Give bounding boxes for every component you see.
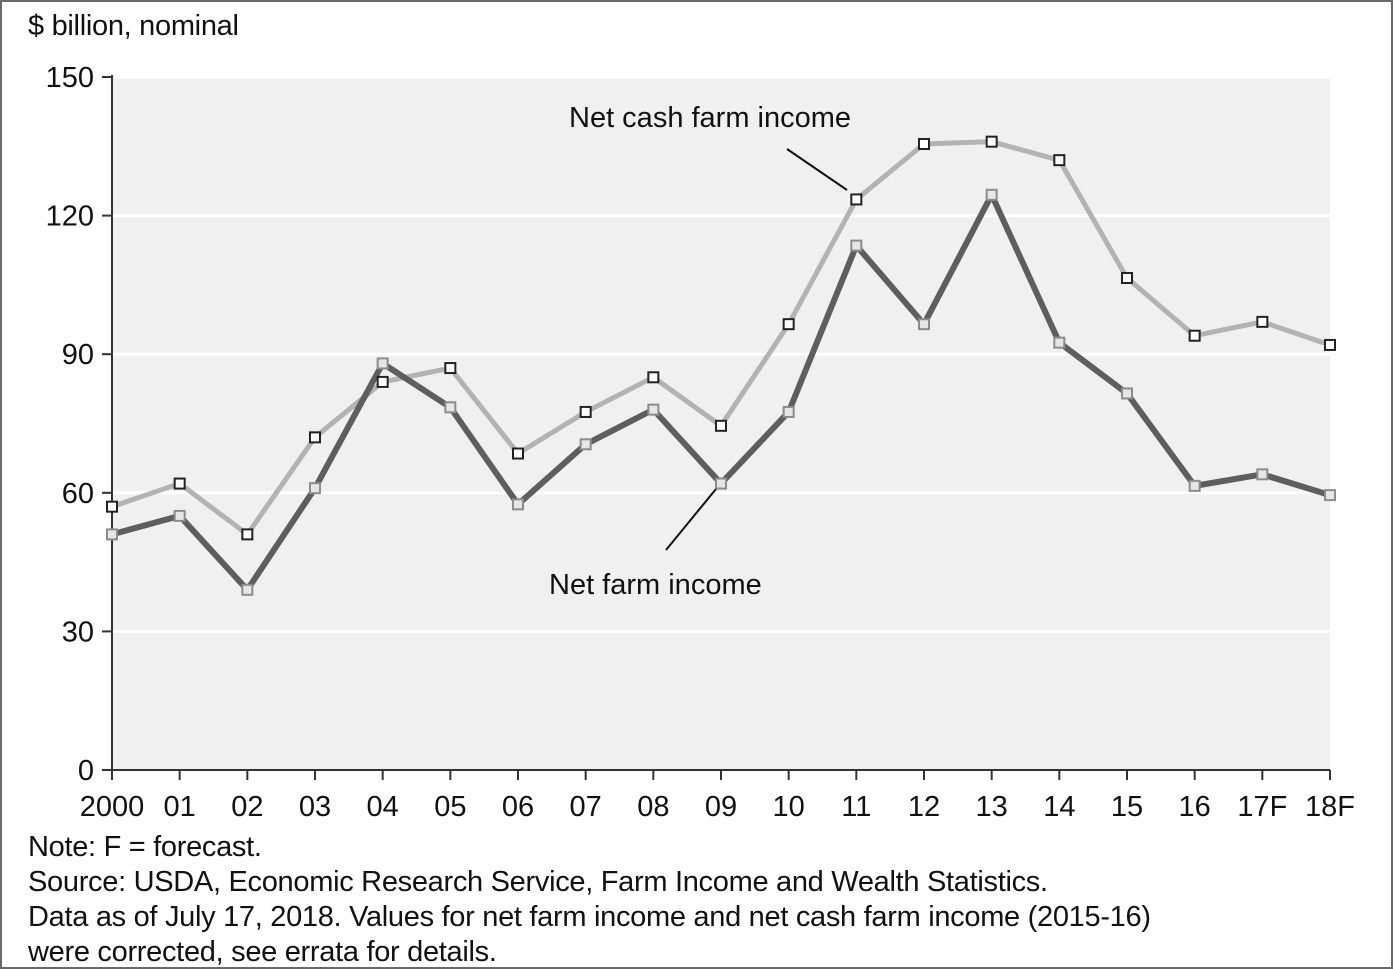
net-cash-farm-income-point-03 <box>309 431 321 444</box>
net-farm-income-point-02 <box>241 583 254 596</box>
x-tick-label-05: 05 <box>434 791 466 823</box>
net-cash-farm-income-point-07 <box>579 405 592 418</box>
net-cash-farm-income-point-01 <box>173 477 186 490</box>
net-farm-income-point-09 <box>715 477 727 490</box>
source-note: Source: USDA, Economic Research Service,… <box>28 866 1048 898</box>
net-cash-farm-income-label: Net cash farm income <box>569 102 851 134</box>
net-farm-income-point-08 <box>647 403 660 416</box>
net-farm-income-point-12 <box>918 318 930 331</box>
y-tick-label-0: 0 <box>78 755 94 787</box>
net-farm-income-point-18F <box>1324 489 1336 502</box>
net-farm-income-leader-line <box>665 488 717 551</box>
net-farm-income-point-17F <box>1256 468 1269 481</box>
net-farm-income-point-06 <box>512 498 524 511</box>
net-cash-farm-income-point-18F <box>1324 338 1336 351</box>
net-cash-farm-income-point-09 <box>715 419 727 432</box>
net-farm-income-point-03 <box>309 482 321 495</box>
x-tick-label-02: 02 <box>231 791 263 823</box>
x-tick-label-04: 04 <box>367 791 399 823</box>
net-cash-farm-income-point-15 <box>1121 271 1133 284</box>
net-cash-farm-income-point-13 <box>985 135 998 148</box>
y-tick-label-30: 30 <box>62 616 94 648</box>
forecast-note: Note: F = forecast. <box>28 831 262 863</box>
net-farm-income-point-04 <box>376 357 389 370</box>
x-tick-label-08: 08 <box>637 791 669 823</box>
net-farm-income-point-13 <box>985 188 998 201</box>
y-tick-label-120: 120 <box>46 201 94 233</box>
y-tick-label-150: 150 <box>46 62 94 94</box>
x-tick-label-01: 01 <box>164 791 196 823</box>
x-tick-label-17F: 17F <box>1237 791 1287 823</box>
y-tick-label-60: 60 <box>62 478 94 510</box>
net-farm-income-point-10 <box>782 405 795 418</box>
net-cash-farm-income-point-05 <box>444 362 457 375</box>
net-farm-income-point-14 <box>1053 336 1066 349</box>
x-tick-label-06: 06 <box>502 791 534 823</box>
data-date-note: Data as of July 17, 2018. Values for net… <box>28 901 1151 933</box>
net-cash-farm-income-point-16 <box>1188 329 1201 342</box>
net-cash-farm-income-point-2000 <box>106 500 118 513</box>
y-axis-ticks: 0 30 60 90 120 150 <box>46 62 112 787</box>
x-tick-label-11: 11 <box>841 791 871 823</box>
net-cash-farm-income-point-08 <box>647 371 660 384</box>
x-tick-label-2000: 2000 <box>80 791 145 823</box>
net-farm-income-point-15 <box>1121 387 1133 400</box>
net-cash-farm-income-point-17F <box>1256 315 1269 328</box>
net-cash-farm-income-point-02 <box>241 528 254 541</box>
x-tick-label-16: 16 <box>1179 791 1211 823</box>
x-tick-label-12: 12 <box>908 791 940 823</box>
series-layer <box>106 135 1336 596</box>
net-farm-income-point-07 <box>579 438 592 451</box>
x-tick-label-15: 15 <box>1111 791 1143 823</box>
net-cash-farm-income-point-10 <box>782 318 795 331</box>
net-cash-farm-income-point-04 <box>376 375 389 388</box>
x-tick-label-13: 13 <box>976 791 1008 823</box>
data-date-note-continued: were corrected, see errata for details. <box>28 936 497 968</box>
net-cash-farm-income-point-12 <box>918 137 930 150</box>
x-tick-label-10: 10 <box>773 791 805 823</box>
series-annotations: Net cash farm income Net farm income <box>549 102 851 601</box>
net-farm-income-label: Net farm income <box>549 569 762 601</box>
y-axis-unit-label: $ billion, nominal <box>28 10 239 42</box>
x-tick-label-18F: 18F <box>1305 791 1355 823</box>
net-farm-income-point-05 <box>444 401 457 414</box>
net-cash-farm-income-point-14 <box>1053 154 1066 167</box>
net-cash-farm-income-point-06 <box>512 447 524 460</box>
net-farm-income-point-16 <box>1188 479 1201 492</box>
net-cash-farm-income-leader-line <box>786 148 848 191</box>
x-tick-label-03: 03 <box>299 791 331 823</box>
x-tick-label-14: 14 <box>1043 791 1075 823</box>
line-chart: 0 30 60 90 120 150 2000 01 02 03 04 05 06 07 08 09 10 11… <box>46 62 1355 823</box>
notes-block: Note: F = forecast. Source: USDA, Econom… <box>28 830 1151 970</box>
x-tick-label-09: 09 <box>705 791 737 823</box>
net-farm-income-point-11 <box>850 239 863 252</box>
x-tick-label-07: 07 <box>570 791 602 823</box>
net-farm-income-point-01 <box>173 509 186 522</box>
net-cash-farm-income-point-11 <box>850 193 863 206</box>
gridlines <box>112 75 1330 633</box>
y-tick-label-90: 90 <box>62 339 94 371</box>
x-axis-ticks: 2000 01 02 03 04 05 06 07 08 09 10 11 12 13 14 15 16 17F 1… <box>80 770 1355 823</box>
net-farm-income-point-2000 <box>106 528 118 541</box>
